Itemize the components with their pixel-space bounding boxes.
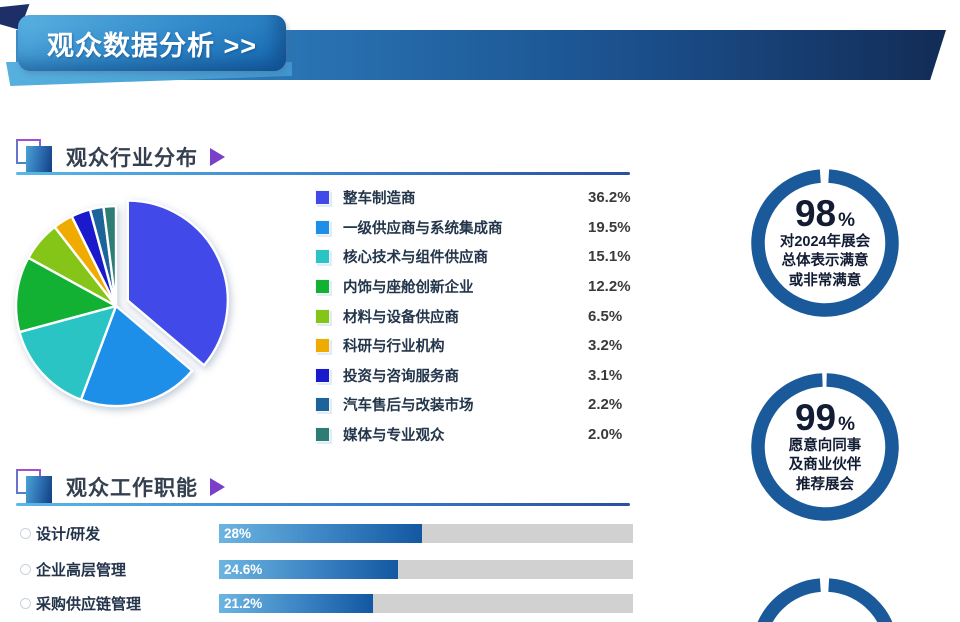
legend-label: 材料与设备供应商 — [343, 309, 459, 326]
legend-row: 一级供应商与系统集成商 19.5% — [308, 213, 638, 243]
donut-caption-line: 愿意向同事 — [788, 437, 862, 454]
section-header-industry: 观众行业分布 — [16, 136, 632, 178]
legend-row: 投资与咨询服务商 3.1% — [308, 361, 638, 391]
legend-swatch-icon — [315, 219, 330, 235]
legend-row: 内饰与座舱创新企业 12.2% — [308, 272, 638, 302]
donut-gauge: 98% 对2024年展会 总体表示满意 或非常满意 — [745, 163, 905, 323]
legend-row: 材料与设备供应商 6.5% — [308, 301, 638, 331]
banner: 观众数据分析 >> — [0, 0, 960, 100]
legend-label: 汽车售后与改装市场 — [343, 398, 474, 415]
legend-label: 一级供应商与系统集成商 — [343, 220, 503, 237]
legend-row: 汽车售后与改装市场 2.2% — [308, 390, 638, 420]
donut-caption-line: 及商业伙伴 — [788, 457, 862, 474]
donut-ring — [751, 578, 899, 622]
triangle-arrow-icon — [210, 478, 225, 496]
bar-fill: 24.6% — [219, 560, 398, 579]
donut-gauge: 99% 愿意向同事及商业伙伴推荐展会 — [745, 367, 905, 527]
legend-swatch-icon — [315, 427, 330, 443]
bar-track: 21.2% — [219, 594, 633, 613]
legend-swatch-icon — [315, 397, 330, 413]
section-title-industry: 观众行业分布 — [66, 147, 198, 170]
pie-slice — [126, 199, 229, 367]
legend-row: 整车制造商 36.2% — [308, 183, 638, 213]
bar-track: 28% — [219, 524, 633, 543]
donut-text: 98% — [745, 572, 905, 622]
triangle-arrow-icon — [210, 148, 225, 166]
pie-slice — [79, 304, 194, 408]
legend-value: 3.1% — [588, 366, 623, 384]
bar-category-label: 设计/研发 — [36, 526, 101, 543]
donut-text: 99% 愿意向同事及商业伙伴推荐展会 — [745, 367, 905, 527]
job-function-bars: 设计/研发 28% 企业高层管理 24.6% 采购供应链管理 21.2% — [16, 518, 636, 622]
legend-value: 36.2% — [588, 189, 631, 207]
legend-value: 15.1% — [588, 248, 631, 266]
donut-ring — [751, 169, 899, 317]
legend-swatch-icon — [315, 279, 330, 295]
legend-label: 科研与行业机构 — [343, 339, 445, 356]
legend-swatch-icon — [315, 190, 330, 206]
legend-value: 2.0% — [588, 426, 623, 444]
squares-icon — [16, 469, 52, 505]
page-title-tab: 观众数据分析 >> — [18, 15, 286, 71]
legend-row: 科研与行业机构 3.2% — [308, 331, 638, 361]
legend-value: 3.2% — [588, 337, 623, 355]
industry-pie-chart — [14, 199, 229, 408]
donut-unit: % — [838, 413, 856, 435]
donut-unit: % — [838, 209, 856, 231]
legend-label: 核心技术与组件供应商 — [343, 250, 488, 267]
donut-text: 98% 对2024年展会 总体表示满意 或非常满意 — [745, 163, 905, 323]
legend-swatch-icon — [315, 308, 330, 324]
donut-gauge: 98% — [745, 572, 905, 622]
pie-slice — [18, 304, 118, 401]
pie-slice — [14, 256, 118, 334]
legend-swatch-icon — [315, 249, 330, 265]
donut-caption-line: 总体表示满意 — [781, 253, 869, 270]
bar-fill: 28% — [219, 524, 423, 543]
legend-swatch-icon — [315, 367, 330, 383]
section-underline — [16, 503, 630, 506]
bar-value-label: 21.2% — [224, 596, 263, 611]
legend-swatch-icon — [315, 338, 330, 354]
section-title-job: 观众工作职能 — [66, 477, 198, 500]
bullet-circle-icon — [20, 598, 31, 609]
bar-row: 设计/研发 28% — [16, 524, 636, 543]
donut-ring — [751, 373, 899, 521]
donut-caption-line: 或非常满意 — [788, 272, 862, 289]
legend-label: 媒体与专业观众 — [343, 428, 445, 445]
legend-label: 投资与咨询服务商 — [343, 368, 459, 385]
bar-value-label: 24.6% — [224, 562, 263, 577]
legend-label: 整车制造商 — [343, 191, 416, 208]
bullet-circle-icon — [20, 528, 31, 539]
section-header-job: 观众工作职能 — [16, 466, 632, 508]
squares-icon — [16, 139, 52, 175]
legend-label: 内饰与座舱创新企业 — [343, 280, 474, 297]
bar-fill: 21.2% — [219, 594, 373, 613]
legend-value: 6.5% — [588, 307, 623, 325]
bar-category-label: 企业高层管理 — [36, 562, 127, 579]
legend-value: 12.2% — [588, 278, 631, 296]
bar-row: 企业高层管理 24.6% — [16, 560, 636, 579]
bar-value-label: 28% — [224, 526, 252, 541]
legend-row: 媒体与专业观众 2.0% — [308, 420, 638, 450]
donut-caption-line: 推荐展会 — [796, 476, 854, 493]
legend-value: 19.5% — [588, 218, 631, 236]
bar-track: 24.6% — [219, 560, 633, 579]
donut-caption-line: 对2024年展会 — [779, 233, 871, 250]
bullet-circle-icon — [20, 564, 31, 575]
section-underline — [16, 172, 630, 175]
page-title: 观众数据分析 >> — [46, 30, 258, 61]
industry-legend: 整车制造商 36.2% 一级供应商与系统集成商 19.5% 核心技术与组件供应商 15.1… — [308, 183, 638, 449]
pie-slice — [102, 204, 118, 308]
bar-category-label: 采购供应链管理 — [36, 596, 142, 613]
legend-row: 核心技术与组件供应商 15.1% — [308, 242, 638, 272]
donut-value: 99 — [794, 396, 837, 438]
legend-value: 2.2% — [588, 396, 623, 414]
bar-row: 采购供应链管理 21.2% — [16, 594, 636, 613]
donut-value: 98 — [794, 192, 837, 234]
